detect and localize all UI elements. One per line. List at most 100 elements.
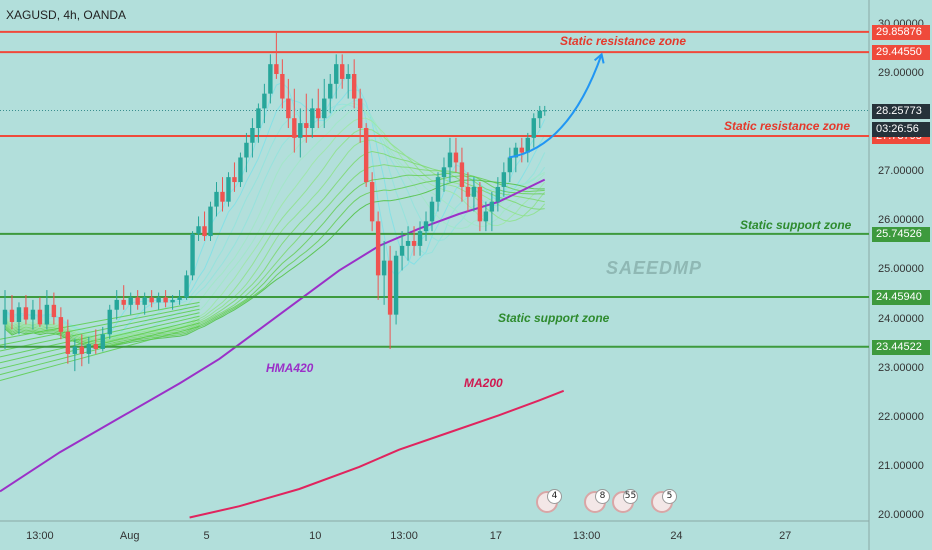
- candle-body-16: [107, 309, 112, 335]
- event-count: 8: [595, 489, 610, 504]
- candle-body-28: [190, 233, 195, 276]
- watermark: SAEEDMP: [606, 258, 703, 278]
- price-tick-label: 29.00000: [878, 67, 924, 79]
- event-count: 4: [547, 489, 562, 504]
- candle-body-61: [387, 260, 393, 315]
- candle-body-10: [65, 331, 71, 354]
- candle-body-19: [128, 297, 133, 305]
- time-tick-label: Aug: [119, 530, 140, 542]
- candle-body-4: [23, 307, 29, 320]
- candle-body-82: [513, 147, 519, 158]
- candle-body-44: [286, 98, 291, 119]
- candle-body-79: [495, 186, 501, 202]
- candle-body-41: [268, 64, 273, 94]
- ribbon-line-4: [4, 103, 546, 336]
- price-tick-label: 25.00000: [878, 263, 924, 276]
- resistance-zone-label-mid: Static resistance zone: [724, 119, 851, 133]
- level-tag-support-mid: 24.45940: [872, 289, 930, 305]
- last-price-tag: 28.25773: [872, 104, 930, 119]
- candle-body-66: [417, 231, 423, 246]
- candle-body-75: [471, 186, 477, 197]
- candle-body-47: [304, 123, 309, 129]
- candle-body-80: [501, 172, 507, 187]
- candle-body-65: [411, 240, 417, 246]
- candle-body-73: [459, 162, 465, 187]
- candle-body-29: [196, 226, 201, 234]
- candle-body-83: [519, 147, 524, 153]
- symbol-name: XAGUSD: [6, 8, 57, 22]
- candle-body-46: [298, 123, 303, 138]
- candle-body-3: [16, 307, 22, 323]
- candle-body-11: [72, 346, 78, 354]
- candle-body-64: [405, 240, 411, 246]
- lower-ribbon-line-7: [0, 322, 200, 376]
- candle-body-34: [226, 177, 231, 202]
- candle-body-74: [465, 186, 471, 197]
- candle-body-35: [232, 177, 237, 183]
- candle-body-20: [135, 297, 140, 305]
- candle-body-71: [447, 152, 453, 168]
- candle-body-78: [489, 201, 495, 212]
- candle-body-56: [357, 98, 363, 129]
- event-flag-3[interactable]: 55: [612, 489, 638, 513]
- candle-body-37: [244, 142, 249, 158]
- event-count: 55: [623, 489, 638, 504]
- projection-arrow-head: [593, 52, 605, 64]
- candle-body-84: [525, 137, 530, 153]
- candle-body-69: [435, 177, 441, 202]
- lower-ribbon-line-2: [0, 305, 200, 346]
- event-flag-1[interactable]: 4: [536, 489, 562, 513]
- candle-body-27: [184, 275, 189, 298]
- candle-body-68: [429, 201, 435, 222]
- candle-body-23: [156, 297, 161, 303]
- candle-body-6: [37, 309, 43, 325]
- time-tick-label: 13:00: [390, 530, 418, 542]
- candle-body-87: [542, 110, 547, 112]
- price-tick-label: 24.00000: [878, 312, 924, 325]
- support-zone-label-mid: Static support zone: [498, 311, 610, 325]
- event-count: 5: [662, 489, 677, 504]
- candle-body-15: [100, 334, 105, 350]
- ma200-label: MA200: [464, 376, 503, 390]
- time-tick-label: 27: [779, 530, 792, 542]
- level-tag-support-upper: 25.74526: [872, 226, 930, 242]
- candle-body-12: [79, 346, 85, 354]
- lower-ribbon-line-4: [0, 312, 200, 358]
- lower-ribbon-line-3: [0, 308, 200, 352]
- hma420-label: HMA420: [266, 361, 314, 375]
- indicator-ma200: [189, 389, 565, 519]
- candle-body-1: [2, 309, 8, 325]
- candle-body-54: [345, 74, 351, 79]
- candle-body-45: [292, 118, 297, 138]
- event-flag-2[interactable]: 8: [584, 489, 610, 513]
- level-tag-resistance-top: 29.85876: [872, 24, 930, 40]
- time-tick-label: 10: [309, 530, 322, 542]
- price-tick-label: 23.00000: [878, 361, 924, 374]
- lower-ribbon-line-8: [0, 325, 200, 381]
- candle-body-70: [441, 167, 447, 178]
- candle-body-49: [316, 108, 321, 119]
- candle-body-53: [340, 64, 345, 79]
- candle-body-40: [262, 93, 267, 109]
- candle-body-30: [202, 226, 207, 237]
- time-tick-label: 5: [203, 530, 210, 542]
- candle-body-36: [238, 157, 243, 183]
- candle-body-24: [163, 297, 168, 303]
- support-zone-label-top: Static support zone: [740, 218, 852, 232]
- candle-body-50: [322, 98, 327, 119]
- time-tick-label: 13:00: [572, 530, 601, 542]
- candle-body-76: [477, 186, 483, 222]
- time-tick-label: 24: [670, 530, 683, 542]
- resistance-zone-label-top: Static resistance zone: [560, 34, 687, 48]
- event-flag-4[interactable]: 5: [651, 489, 677, 513]
- candle-body-55: [351, 74, 357, 99]
- candle-body-58: [369, 182, 375, 222]
- price-tick-label: 20.00000: [878, 509, 924, 521]
- candle-body-60: [381, 260, 387, 276]
- price-tick-label: 22.00000: [878, 410, 924, 423]
- candle-body-5: [30, 309, 36, 320]
- candle-body-86: [537, 110, 542, 119]
- ribbon-line-7: [4, 117, 546, 338]
